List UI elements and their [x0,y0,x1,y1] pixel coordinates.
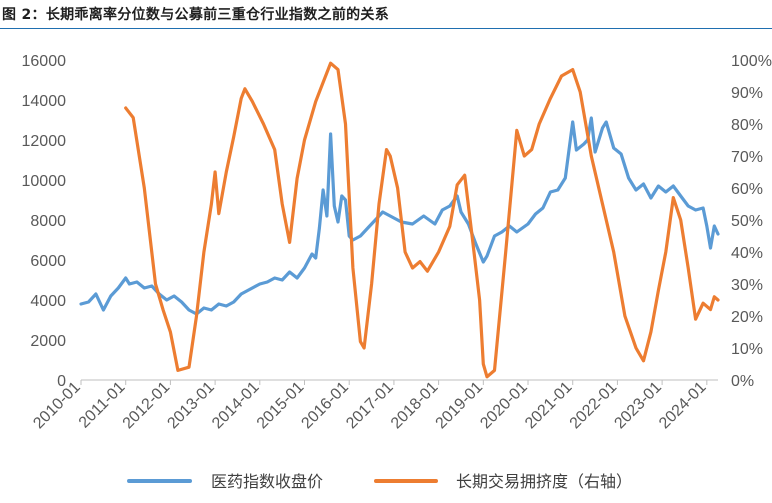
y-right-tick-label: 40% [731,245,763,262]
y-right-tick-label: 10% [731,341,763,358]
chart-title: 图 2：长期乖离率分位数与公募前三重仓行业指数之前的关系 [2,7,390,23]
legend-label: 医药指数收盘价 [211,472,323,491]
x-tick-label: 2013-01 [164,379,218,433]
plot-area [79,61,720,379]
y-left-tick-label: 14000 [22,93,67,110]
x-tick-label: 2019-01 [433,379,487,433]
x-tick-label: 2020-01 [477,379,531,433]
series-line-pharma-index [79,116,720,316]
y-right-tick-label: 70% [731,149,763,166]
y-left-tick-label: 2000 [30,333,66,350]
legend-label: 长期交易拥挤度（右轴） [456,472,632,491]
y-left-tick-label: 4000 [30,293,66,310]
x-tick-label: 2018-01 [388,379,442,433]
x-tick-label: 2011-01 [76,379,129,432]
y-right-tick-label: 60% [731,181,763,198]
y-right-tick-label: 20% [731,309,763,326]
y-right-tick-label: 0% [731,373,754,390]
x-tick-label: 2024-01 [656,379,710,433]
y-right-tick-label: 100% [731,53,772,70]
x-tick-label: 2017-01 [343,379,397,433]
title-divider [0,28,772,29]
series-line-crowding [124,61,720,379]
y-left-tick-label: 8000 [30,213,66,230]
y-right-tick-label: 90% [731,85,763,102]
x-tick-label: 2015-01 [254,379,308,433]
y-left-tick-label: 16000 [22,53,67,70]
x-tick-label: 2022-01 [567,379,621,433]
chart-legend: 医药指数收盘价 长期交易拥挤度（右轴） [127,472,632,491]
x-tick-label: 2023-01 [611,379,665,433]
x-tick-label: 2014-01 [209,379,263,433]
y-left-tick-label: 6000 [30,253,66,270]
y-right-tick-label: 50% [731,213,763,230]
y-right-tick-label: 30% [731,277,763,294]
x-tick-label: 2016-01 [298,379,352,433]
y-left-tick-label: 10000 [22,173,67,190]
x-tick-label: 2012-01 [120,379,174,433]
y-left-tick-label: 12000 [22,133,67,150]
chart-axes: 2010-012011-012012-012013-012014-012015-… [22,53,772,432]
x-tick-label: 2021-01 [522,379,576,433]
y-left-tick-label: 0 [57,373,66,390]
y-right-tick-label: 80% [731,117,763,134]
